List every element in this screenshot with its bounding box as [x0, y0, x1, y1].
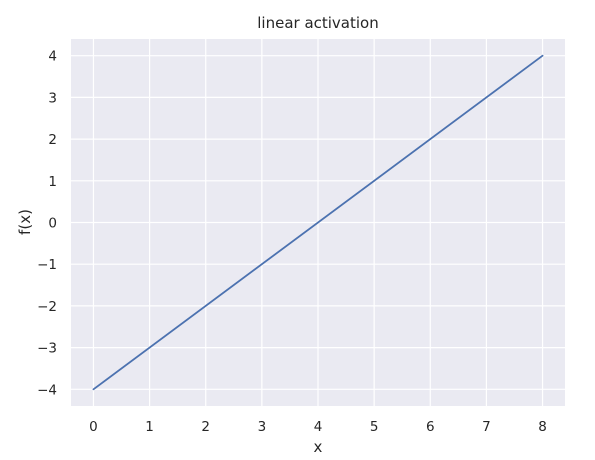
x-axis-ticks: 0 1 2 3 4 5 6 7 8	[89, 419, 547, 435]
y-tick-label: 3	[48, 90, 57, 106]
y-tick-label: −2	[37, 299, 57, 315]
x-tick-label: 3	[258, 419, 267, 435]
y-tick-label: 1	[48, 174, 57, 190]
x-tick-label: 0	[89, 419, 98, 435]
y-tick-label: 0	[48, 216, 57, 232]
series-layer	[92, 54, 544, 391]
x-tick-label: 1	[145, 419, 154, 435]
x-tick-label: 8	[538, 419, 547, 435]
y-tick-label: −1	[37, 257, 57, 273]
y-tick-label: −3	[37, 341, 57, 357]
y-tick-label: 4	[48, 49, 57, 65]
x-tick-label: 5	[370, 419, 379, 435]
chart-title: linear activation	[257, 14, 379, 32]
x-tick-label: 2	[201, 419, 210, 435]
y-tick-label: −4	[37, 382, 57, 398]
y-tick-label: 2	[48, 132, 57, 148]
series-line	[92, 54, 544, 391]
x-axis-label: x	[314, 438, 323, 456]
x-tick-label: 4	[314, 419, 323, 435]
y-axis-ticks: −4 −3 −2 −1 0 1 2 3 4	[37, 49, 57, 399]
y-axis-label: f(x)	[16, 209, 34, 235]
x-tick-label: 6	[426, 419, 435, 435]
x-tick-label: 7	[482, 419, 491, 435]
